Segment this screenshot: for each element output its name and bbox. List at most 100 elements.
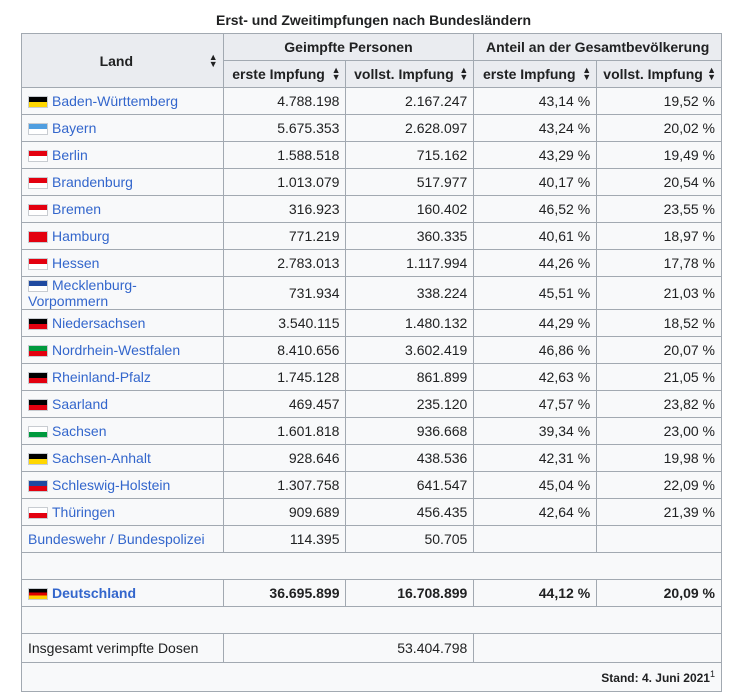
- table-row: Brandenburg 1.013.079 517.977 40,17 % 20,54 …: [21, 168, 722, 196]
- value-cell: 21,05 %: [596, 363, 722, 391]
- land-link[interactable]: Hessen: [52, 255, 100, 271]
- value-cell: 1.601.818: [222, 417, 347, 445]
- land-link[interactable]: Mecklenburg-Vorpommern: [28, 277, 137, 309]
- land-cell: Brandenburg: [21, 168, 224, 196]
- doses-label: Insgesamt verimpfte Dosen: [21, 633, 224, 663]
- value-cell: 641.547: [345, 471, 475, 499]
- land-link[interactable]: Sachsen: [52, 423, 107, 439]
- value-cell: 23,55 %: [596, 195, 722, 223]
- value-cell: 45,04 %: [473, 471, 598, 499]
- value-cell: 42,63 %: [473, 363, 598, 391]
- spacer-row: [21, 552, 722, 580]
- header-sub-2[interactable]: erste Impfung ▲ ▼: [473, 60, 598, 88]
- flag-icon: [28, 258, 48, 270]
- value-cell: 731.934: [222, 276, 347, 310]
- value-cell: 469.457: [222, 390, 347, 418]
- value-cell: 2.167.247: [345, 87, 475, 115]
- land-link[interactable]: Sachsen-Anhalt: [52, 450, 151, 466]
- doses-row: Insgesamt verimpfte Dosen 53.404.798: [21, 633, 722, 663]
- sort-icon[interactable]: ▲ ▼: [331, 65, 341, 82]
- sort-icon[interactable]: ▲ ▼: [459, 65, 469, 82]
- land-cell: Nordrhein-Westfalen: [21, 336, 224, 364]
- header-sub-0[interactable]: erste Impfung ▲ ▼: [222, 60, 347, 88]
- flag-icon: [28, 150, 48, 162]
- table-row: Berlin 1.588.518 715.162 43,29 % 19,49 %: [21, 141, 722, 169]
- value-cell: 23,00 %: [596, 417, 722, 445]
- flag-icon: [28, 177, 48, 189]
- header-sub-3[interactable]: vollst. Impfung ▲ ▼: [596, 60, 722, 88]
- land-link[interactable]: Deutschland: [52, 585, 137, 601]
- value-cell: 360.335: [345, 222, 475, 250]
- footer-row: Stand: 4. Juni 20211: [21, 662, 722, 692]
- value-cell: 47,57 %: [473, 390, 598, 418]
- land-link[interactable]: Schleswig-Holstein: [52, 477, 171, 493]
- land-link[interactable]: Baden-Württemberg: [52, 93, 179, 109]
- land-link[interactable]: Bremen: [52, 201, 102, 217]
- value-cell: 18,97 %: [596, 222, 722, 250]
- sort-icon[interactable]: ▲ ▼: [208, 51, 218, 69]
- value-cell: 46,52 %: [473, 195, 598, 223]
- flag-icon: [28, 204, 48, 216]
- value-cell: 42,64 %: [473, 498, 598, 526]
- land-link[interactable]: Niedersachsen: [52, 315, 146, 331]
- doses-value: 53.404.798: [222, 633, 475, 663]
- land-cell: Rheinland-Pfalz: [21, 363, 224, 391]
- value-cell: 928.646: [222, 444, 347, 472]
- land-link[interactable]: Brandenburg: [52, 174, 133, 190]
- value-cell: 160.402: [345, 195, 475, 223]
- flag-icon: [28, 480, 48, 492]
- flag-icon: [28, 588, 48, 600]
- table-row: Schleswig-Holstein 1.307.758 641.547 45,04 …: [21, 471, 722, 499]
- table-row: Niedersachsen 3.540.115 1.480.132 44,29 % 18…: [21, 309, 722, 337]
- land-cell: Bayern: [21, 114, 224, 142]
- table-row: Sachsen-Anhalt 928.646 438.536 42,31 % 19,98…: [21, 444, 722, 472]
- table-row: Nordrhein-Westfalen 8.410.656 3.602.419 46,…: [21, 336, 722, 364]
- sort-icon[interactable]: ▲ ▼: [707, 65, 716, 82]
- land-link[interactable]: Bayern: [52, 120, 97, 136]
- header-land[interactable]: Land ▲ ▼: [21, 33, 224, 88]
- table-row: Bremen 316.923 160.402 46,52 % 23,55 %: [21, 195, 722, 223]
- table-row: Hessen 2.783.013 1.117.994 44,26 % 17,78 %: [21, 249, 722, 277]
- table-row: Hamburg 771.219 360.335 40,61 % 18,97 %: [21, 222, 722, 250]
- value-cell: 43,29 %: [473, 141, 598, 169]
- value-cell: 46,86 %: [473, 336, 598, 364]
- value-cell: 43,24 %: [473, 114, 598, 142]
- land-link[interactable]: Hamburg: [52, 228, 110, 244]
- value-cell: 45,51 %: [473, 276, 598, 310]
- value-cell: 2.628.097: [345, 114, 475, 142]
- total-row: Deutschland 36.695.899 16.708.899 44,12 % 20…: [21, 579, 722, 607]
- value-cell: 4.788.198: [222, 87, 347, 115]
- land-link[interactable]: Rheinland-Pfalz: [52, 369, 151, 385]
- table-row: Thüringen 909.689 456.435 42,64 % 21,39 %: [21, 498, 722, 526]
- value-cell: 316.923: [222, 195, 347, 223]
- value-cell: 19,49 %: [596, 141, 722, 169]
- header-sub-1[interactable]: vollst. Impfung ▲ ▼: [345, 60, 475, 88]
- land-cell: Baden-Württemberg: [21, 87, 224, 115]
- land-link[interactable]: Thüringen: [52, 504, 116, 520]
- land-link[interactable]: Nordrhein-Westfalen: [52, 342, 181, 358]
- flag-icon: [28, 96, 48, 108]
- value-cell: 23,82 %: [596, 390, 722, 418]
- table-row: Mecklenburg-Vorpommern 731.934 338.224 45,5…: [21, 276, 722, 310]
- flag-icon: [28, 345, 48, 357]
- value-cell: 18,52 %: [596, 309, 722, 337]
- header-anteil: Anteil an der Gesamtbevölkerung: [473, 33, 722, 61]
- land-link[interactable]: Bundeswehr / Bundespolizei: [28, 531, 205, 547]
- value-cell: 21,39 %: [596, 498, 722, 526]
- sort-icon[interactable]: ▲ ▼: [582, 65, 592, 82]
- land-link[interactable]: Saarland: [52, 396, 109, 412]
- value-cell: 19,98 %: [596, 444, 722, 472]
- value-cell: 5.675.353: [222, 114, 347, 142]
- flag-icon: [28, 280, 48, 292]
- land-link[interactable]: Berlin: [52, 147, 88, 163]
- table-row: Bayern 5.675.353 2.628.097 43,24 % 20,02 %: [21, 114, 722, 142]
- flag-icon: [28, 399, 48, 411]
- value-cell: 715.162: [345, 141, 475, 169]
- total-value-cell: 36.695.899: [222, 579, 347, 607]
- reference-link[interactable]: 1: [709, 669, 715, 679]
- flag-icon: [28, 426, 48, 438]
- empty-cell: [473, 633, 722, 663]
- value-cell: 936.668: [345, 417, 475, 445]
- header-geimpfte-personen: Geimpfte Personen: [222, 33, 475, 61]
- value-cell: 42,31 %: [473, 444, 598, 472]
